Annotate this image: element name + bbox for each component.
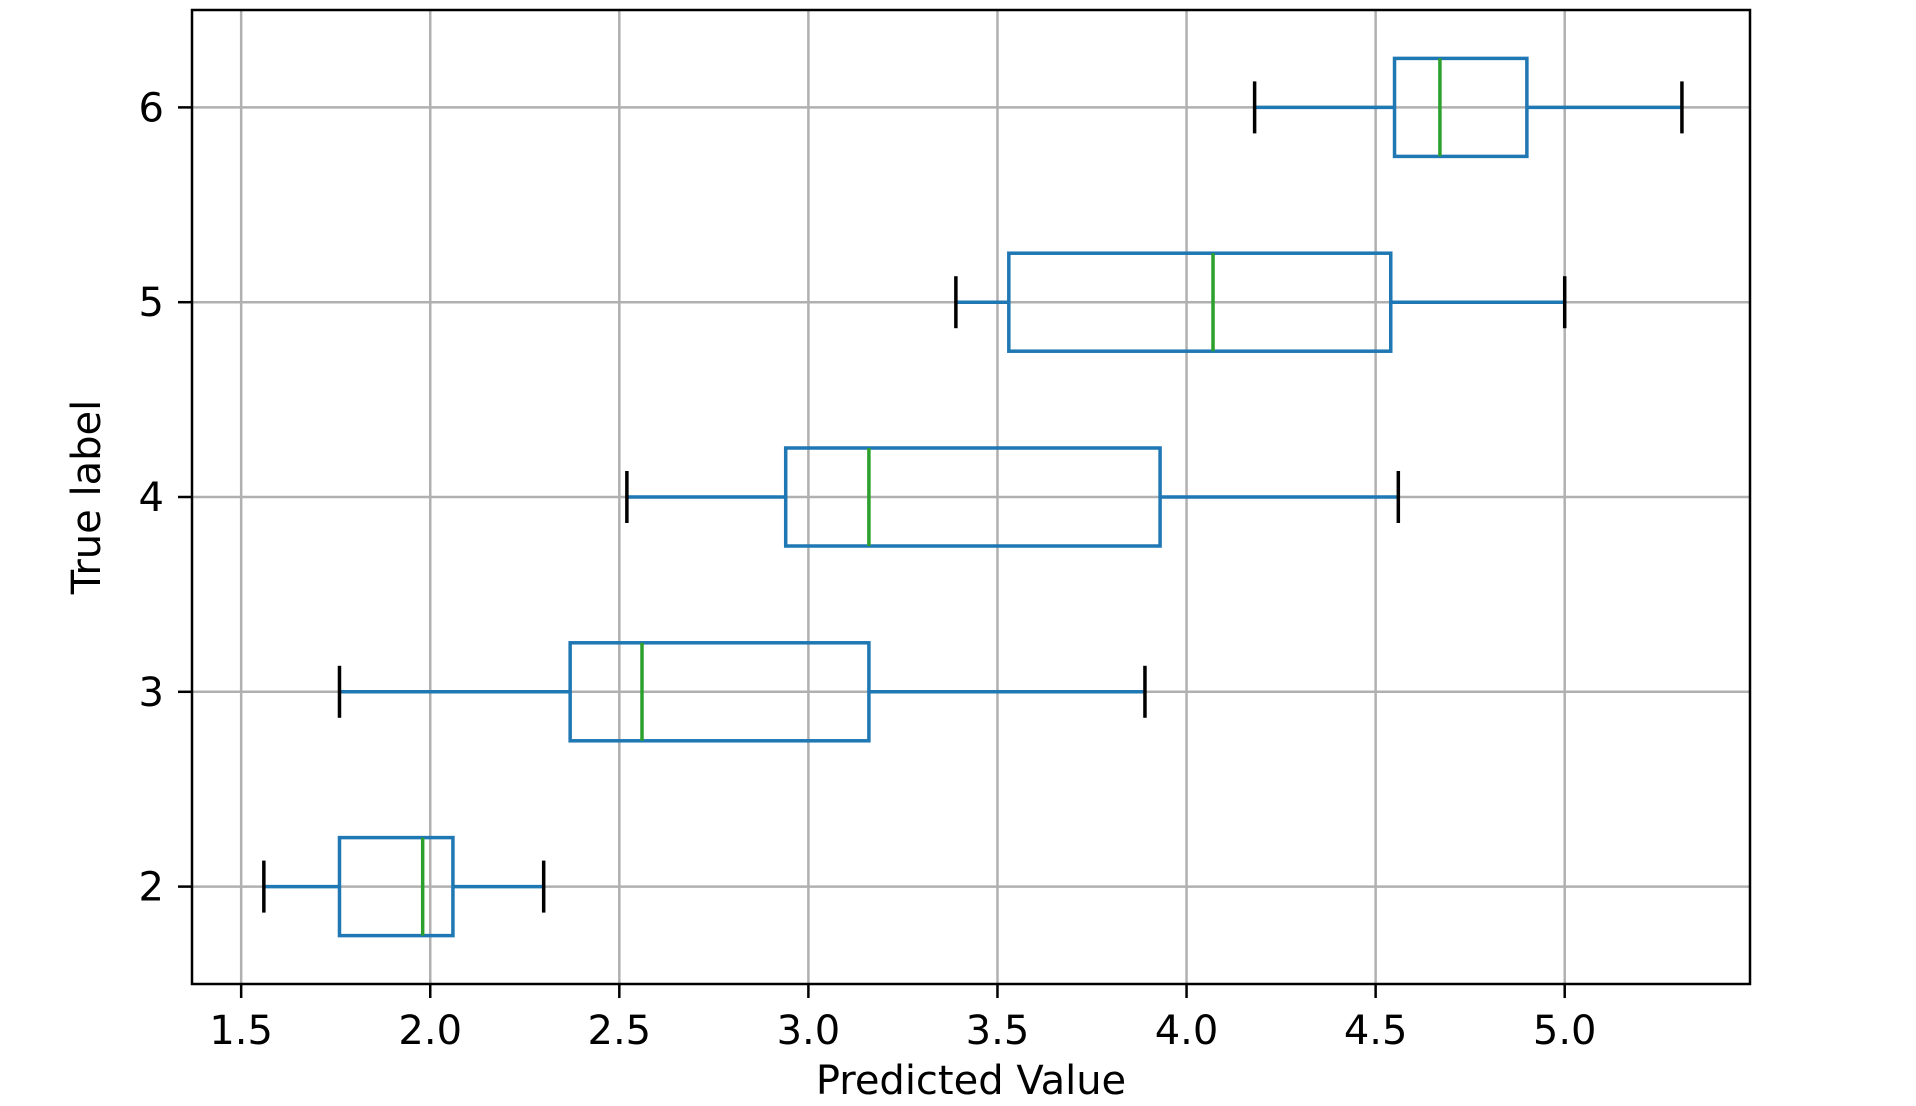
x-tick-label-5.0: 5.0 (1533, 1008, 1597, 1054)
y-tick-label-2: 2 (139, 865, 164, 911)
x-tick-label-4.5: 4.5 (1344, 1008, 1408, 1054)
box-6 (1252, 56, 1684, 159)
x-tick-label-3.0: 3.0 (777, 1008, 841, 1054)
iqr-box-6 (1392, 56, 1529, 159)
x-tick-label-1.5: 1.5 (209, 1008, 273, 1054)
x-tick-label-2.0: 2.0 (398, 1008, 462, 1054)
box-4 (625, 446, 1401, 548)
x-axis-label: Predicted Value (816, 1058, 1126, 1104)
x-tick-label-2.5: 2.5 (588, 1008, 652, 1054)
y-axis-label: True label (64, 400, 110, 595)
box-series (262, 56, 1684, 938)
iqr-box-4 (783, 446, 1162, 548)
x-tick-label-4.0: 4.0 (1155, 1008, 1219, 1054)
y-tick-label-5: 5 (139, 280, 164, 326)
iqr-box-5 (1007, 251, 1393, 353)
axis-tick-labels: 1.5 2.0 2.5 3.0 3.5 4.0 4.5 5.0 2 3 4 5 6 (139, 85, 1597, 1054)
iqr-box-3 (568, 641, 871, 743)
x-tick-label-3.5: 3.5 (966, 1008, 1030, 1054)
y-tick-label-6: 6 (139, 85, 164, 131)
box-2 (262, 835, 546, 938)
y-tick-label-3: 3 (139, 670, 164, 716)
y-tick-label-4: 4 (139, 475, 164, 521)
iqr-box-2 (337, 835, 455, 938)
box-5 (954, 251, 1567, 353)
axis-ticks (178, 106, 1566, 998)
box-3 (337, 641, 1147, 743)
